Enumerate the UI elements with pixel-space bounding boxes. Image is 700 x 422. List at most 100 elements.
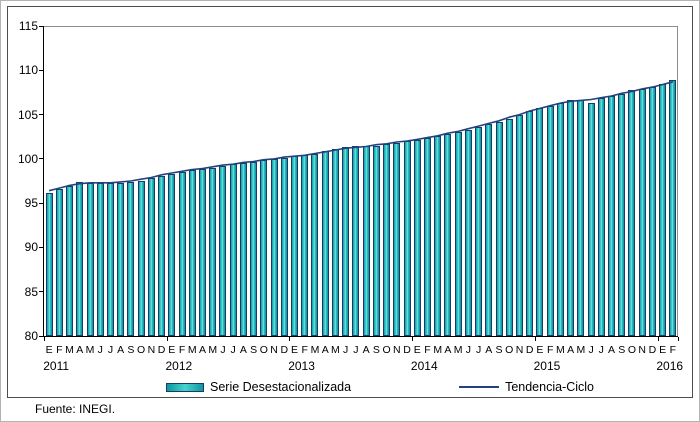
y-axis-tick <box>39 158 43 160</box>
x-axis-month-label: J <box>97 344 103 356</box>
x-axis-month-label: J <box>343 344 349 356</box>
x-axis-year-tick <box>534 337 536 341</box>
x-axis-month-label: A <box>117 344 125 356</box>
x-axis-month-label: E <box>168 344 176 356</box>
x-axis-month-label: F <box>56 344 63 356</box>
x-axis-year-tick <box>657 337 659 341</box>
bar <box>331 149 339 336</box>
x-axis-month-label: M <box>310 344 320 356</box>
y-axis-tick <box>39 114 43 116</box>
x-axis-month-label: D <box>525 344 534 356</box>
bar <box>229 164 237 336</box>
bar <box>608 95 616 336</box>
bar <box>464 129 472 336</box>
x-axis-month-label: F <box>178 344 186 356</box>
x-axis-month-label: D <box>403 344 411 356</box>
bar <box>301 155 309 336</box>
x-axis-year-label: 2016 <box>656 359 684 373</box>
x-axis-month-label: J <box>475 344 482 356</box>
bar <box>505 119 513 336</box>
bar <box>536 108 544 336</box>
bar <box>45 192 53 336</box>
x-axis-month-label: A <box>198 344 206 356</box>
bar <box>413 140 421 336</box>
x-axis-month-label: S <box>495 344 503 356</box>
bar <box>352 146 360 336</box>
y-axis-tick <box>39 246 43 248</box>
x-axis-month-label: O <box>137 344 146 356</box>
bar <box>280 157 288 336</box>
bar <box>434 135 442 336</box>
bar <box>96 182 104 336</box>
x-axis-year-label: 2012 <box>165 359 193 373</box>
y-axis-tick <box>39 291 43 293</box>
bar <box>76 181 84 336</box>
bar <box>423 138 431 336</box>
x-axis-month-label: O <box>259 344 268 356</box>
x-axis-year-tick <box>289 337 291 341</box>
bar <box>342 147 350 336</box>
x-axis-year-label: 2011 <box>43 359 70 373</box>
line-series-swatch-icon <box>459 386 500 388</box>
y-axis-tick-label: 115 <box>18 19 38 33</box>
bar <box>372 145 380 336</box>
bar <box>66 186 74 336</box>
bar <box>137 181 145 336</box>
legend-item-serie: Serie Desestacionalizada <box>166 380 351 394</box>
x-axis-month-label: A <box>239 344 247 356</box>
x-axis-month-label: J <box>465 344 471 356</box>
x-axis-month-label: M <box>331 344 340 356</box>
bar <box>638 88 646 336</box>
bar <box>475 126 483 336</box>
x-axis-month-label: F <box>546 344 554 356</box>
x-axis-month-label: F <box>669 344 677 356</box>
x-axis-month-label: S <box>618 344 626 356</box>
x-axis-month-label: N <box>638 344 646 356</box>
y-axis-tick <box>39 69 43 71</box>
x-axis-month-label: M <box>65 344 74 356</box>
x-axis-month-label: N <box>270 344 278 356</box>
bar <box>291 156 299 336</box>
bar <box>158 175 166 336</box>
y-axis-tick <box>39 25 43 27</box>
y-axis-tick-label: 110 <box>18 63 38 78</box>
x-axis-month-label: O <box>382 344 391 356</box>
bar <box>168 173 176 336</box>
bar <box>403 141 411 336</box>
bar <box>311 154 319 336</box>
bar <box>597 97 605 336</box>
x-axis-month-label: M <box>208 344 218 356</box>
bar <box>444 134 452 336</box>
y-axis-tick-label: 95 <box>24 196 38 211</box>
bar <box>628 89 636 336</box>
y-axis-line <box>43 26 44 337</box>
x-axis-month-label: A <box>567 344 575 356</box>
x-axis-month-label: E <box>45 344 53 356</box>
bar <box>117 182 125 336</box>
legend-label-tendencia: Tendencia-Ciclo <box>505 380 594 394</box>
x-axis-month-label: M <box>576 344 586 356</box>
bar <box>454 132 462 336</box>
x-axis-month-label: J <box>598 344 604 356</box>
x-axis-year-tick <box>412 337 414 341</box>
bar <box>106 182 114 336</box>
bar <box>556 103 564 336</box>
bar <box>587 103 595 336</box>
bar <box>618 94 626 336</box>
bar <box>147 178 155 336</box>
bar <box>515 115 523 336</box>
y-axis-tick-label: 80 <box>24 329 38 343</box>
bar <box>321 150 329 336</box>
bar <box>648 87 656 336</box>
x-axis-month-label: D <box>648 344 657 356</box>
x-axis-month-label: N <box>147 344 156 356</box>
x-axis-end-tick <box>678 337 679 341</box>
bar <box>178 172 186 336</box>
x-axis-month-label: A <box>608 344 616 356</box>
x-axis-line <box>43 336 678 337</box>
legend-item-tendencia: Tendencia-Ciclo <box>459 380 594 394</box>
x-axis-month-label: M <box>85 344 95 356</box>
x-axis-year-tick <box>166 337 168 341</box>
y-axis-tick <box>39 202 43 204</box>
